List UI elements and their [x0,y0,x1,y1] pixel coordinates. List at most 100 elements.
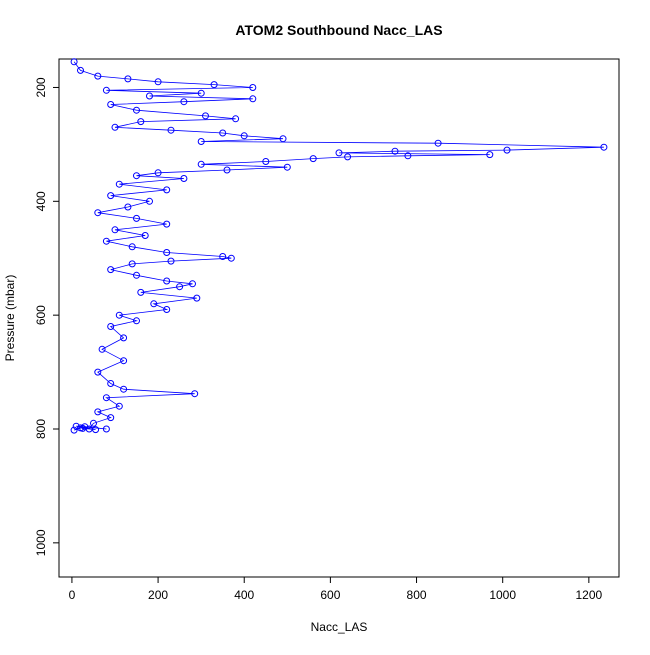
data-point [344,153,352,161]
data-point [94,408,102,416]
data-point [137,118,145,126]
data-point [176,283,184,291]
data-point [111,226,119,234]
data-point [90,419,97,427]
y-axis: 200 400 600 800 1000 [34,77,59,556]
x-tick-label: 1000 [489,588,516,602]
data-point [283,163,291,171]
y-tick-label: 600 [34,305,48,325]
data-point [167,126,175,134]
data-point [210,81,218,89]
data-point [70,58,78,66]
x-axis-label: Nacc_LAS [311,620,368,634]
data-point [81,423,89,431]
series-line [73,61,604,431]
data-point [197,138,205,145]
data-point [189,280,196,288]
data-point [202,112,209,120]
data-point [107,380,115,387]
data-point [94,209,102,217]
data-point [107,192,115,200]
data-point [262,158,270,165]
y-tick-label: 400 [34,191,48,211]
data-point [120,357,128,365]
x-tick-label: 800 [407,588,427,602]
chart-title: ATOM2 Southbound Nacc_LAS [235,22,442,38]
plot-frame [58,58,620,578]
data-point [191,390,199,398]
data-point [102,425,110,433]
data-point [102,86,110,94]
data-point [124,75,132,83]
data-point [197,89,205,97]
data-point [133,172,140,180]
data-point [128,243,136,251]
plot-area [70,58,608,434]
data-point [279,135,287,143]
x-tick-label: 400 [234,588,254,602]
data-point [249,95,257,103]
data-point [77,66,84,74]
data-point [133,317,140,325]
data-point [137,288,145,296]
y-axis-label: Pressure (mbar) [3,275,17,362]
data-point [197,160,205,168]
data-point [154,78,162,86]
data-point [92,426,100,434]
data-point [146,92,153,100]
data-point [141,232,149,239]
data-point [163,277,171,285]
data-point [163,186,171,194]
data-point [154,169,162,177]
data-point [120,334,128,342]
data-point [133,214,140,222]
data-point [434,139,442,147]
data-point [163,220,171,228]
data-point [219,129,227,137]
x-axis: 0 200 400 600 800 1000 1200 [69,577,603,602]
data-point [72,422,80,430]
x-tick-label: 0 [69,588,76,602]
data-point [227,254,235,262]
data-point [94,368,102,376]
data-point [98,345,106,353]
series-line-group [73,61,604,431]
data-point [94,72,102,80]
data-point [79,424,87,432]
data-point [180,98,188,106]
data-point [115,402,123,410]
data-point [115,180,123,188]
data-point [309,155,317,163]
data-point [486,151,494,159]
data-point [249,84,257,91]
data-point [115,311,123,319]
x-tick-label: 600 [320,588,340,602]
data-point [146,197,153,205]
series-points-group [70,58,608,434]
data-point [167,257,175,265]
y-tick-label: 1000 [34,529,48,556]
data-point [163,306,171,313]
data-point [163,249,171,256]
data-point [180,175,188,182]
data-point [70,426,78,434]
data-point [391,147,399,155]
data-point [107,266,115,274]
data-point [223,166,231,174]
data-point [150,300,158,308]
y-tick-label: 200 [34,77,48,97]
data-point [503,146,511,154]
data-point [111,123,119,131]
y-tick-label: 800 [34,419,48,439]
data-point [107,101,115,108]
data-point [219,253,227,260]
data-point [335,149,343,157]
data-point [120,385,128,393]
data-point [232,115,240,123]
data-point [193,294,201,302]
data-point [128,260,136,268]
data-point [133,106,140,114]
data-point [404,152,412,160]
